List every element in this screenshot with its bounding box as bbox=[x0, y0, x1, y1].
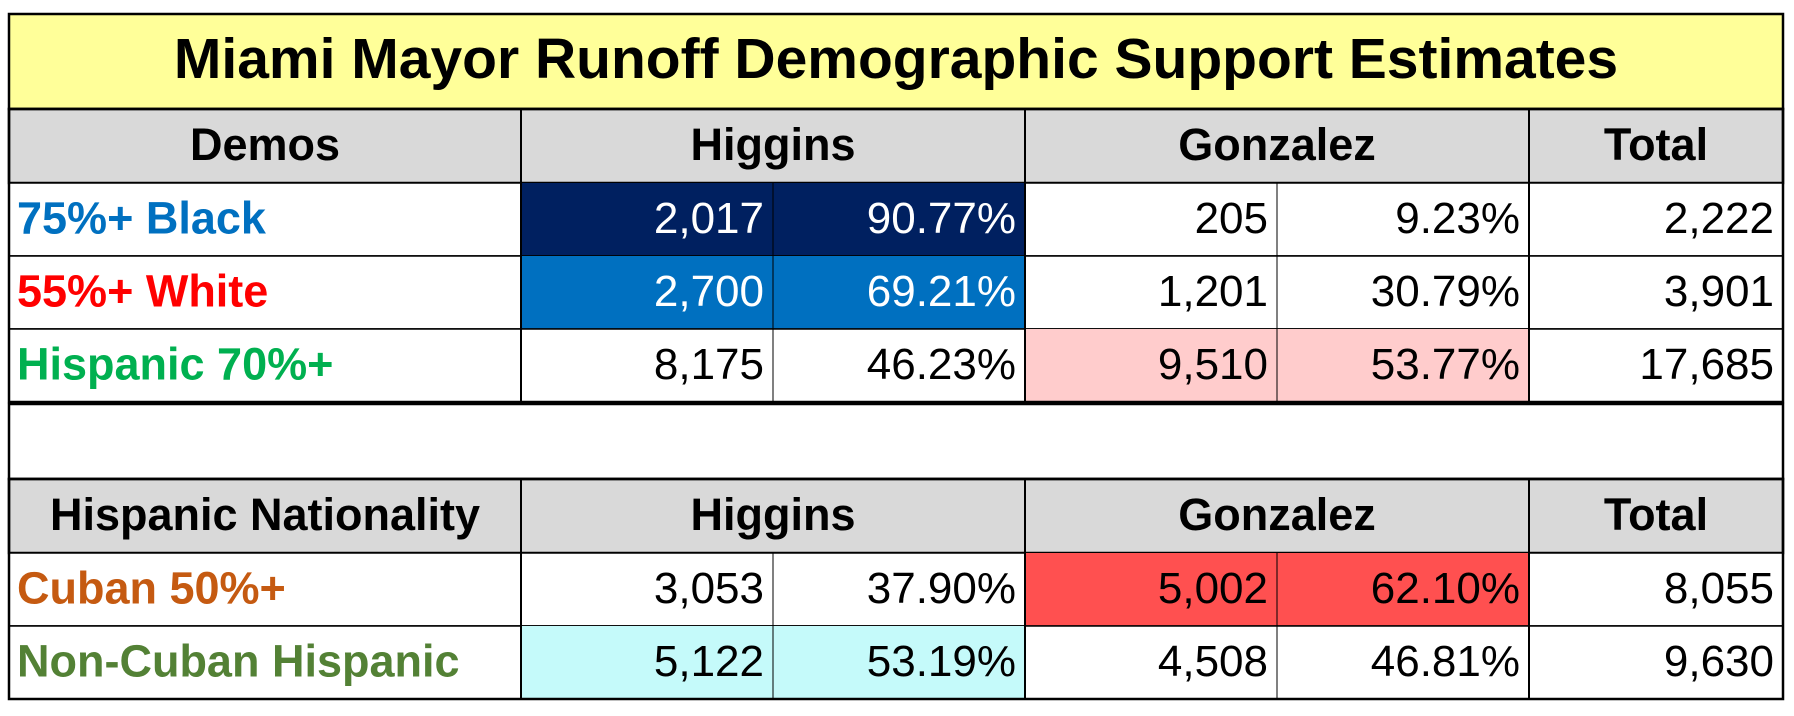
cell-highlight bbox=[1025, 329, 1277, 402]
cell-highlight bbox=[1277, 553, 1529, 626]
cell-value: 3,901 bbox=[1664, 267, 1774, 316]
row-label: 75%+ Black bbox=[17, 192, 267, 243]
cell-value: 5,122 bbox=[654, 637, 764, 686]
cell-value: 46.81% bbox=[1371, 637, 1520, 686]
cell-highlight bbox=[521, 256, 773, 329]
cell-value: 205 bbox=[1195, 194, 1268, 243]
cell-value: 30.79% bbox=[1371, 267, 1520, 316]
cell-value: 9,630 bbox=[1664, 637, 1774, 686]
row-label: Cuban 50%+ bbox=[17, 562, 286, 613]
cell-value: 3,053 bbox=[654, 564, 764, 613]
title: Miami Mayor Runoff Demographic Support E… bbox=[174, 27, 1618, 91]
cell-value: 5,002 bbox=[1158, 564, 1268, 613]
section-border bbox=[7, 477, 1785, 701]
cell-value: 8,055 bbox=[1664, 564, 1774, 613]
section-border bbox=[7, 107, 1785, 404]
cell-value: 53.77% bbox=[1371, 340, 1520, 389]
header-row bbox=[7, 107, 1785, 185]
spacer-row bbox=[7, 402, 1785, 481]
cell-highlight bbox=[1025, 553, 1277, 626]
cell-highlight bbox=[773, 183, 1025, 256]
header-cell: Hispanic Nationality bbox=[50, 489, 480, 540]
cell-value: 2,700 bbox=[654, 267, 764, 316]
header-cell: Gonzalez bbox=[1178, 489, 1376, 540]
cell-value: 4,508 bbox=[1158, 637, 1268, 686]
cell-value: 2,017 bbox=[654, 194, 764, 243]
row-label: Non-Cuban Hispanic bbox=[17, 635, 460, 686]
cell-highlight bbox=[521, 183, 773, 256]
row-label: Hispanic 70%+ bbox=[17, 338, 333, 389]
cell-value: 37.90% bbox=[867, 564, 1016, 613]
header-row bbox=[7, 477, 1785, 555]
cell-value: 53.19% bbox=[867, 637, 1016, 686]
header-cell: Demos bbox=[190, 119, 340, 170]
header-cell: Gonzalez bbox=[1178, 119, 1376, 170]
cell-value: 17,685 bbox=[1639, 340, 1774, 389]
cell-value: 69.21% bbox=[867, 267, 1016, 316]
row-label: 55%+ White bbox=[17, 265, 268, 316]
cell-value: 46.23% bbox=[867, 340, 1016, 389]
header-cell: Total bbox=[1604, 119, 1708, 170]
header-cell: Higgins bbox=[691, 119, 856, 170]
title-cell bbox=[7, 12, 1785, 111]
cell-highlight bbox=[521, 626, 773, 699]
header-cell: Total bbox=[1604, 489, 1708, 540]
cell-highlight bbox=[773, 256, 1025, 329]
cell-value: 2,222 bbox=[1664, 194, 1774, 243]
cell-value: 1,201 bbox=[1158, 267, 1268, 316]
cell-value: 9,510 bbox=[1158, 340, 1268, 389]
cell-value: 90.77% bbox=[867, 194, 1016, 243]
cell-highlight bbox=[773, 626, 1025, 699]
cell-value: 62.10% bbox=[1371, 564, 1520, 613]
cell-value: 9.23% bbox=[1395, 194, 1520, 243]
header-cell: Higgins bbox=[691, 489, 856, 540]
cell-value: 8,175 bbox=[654, 340, 764, 389]
cell-highlight bbox=[1277, 329, 1529, 402]
